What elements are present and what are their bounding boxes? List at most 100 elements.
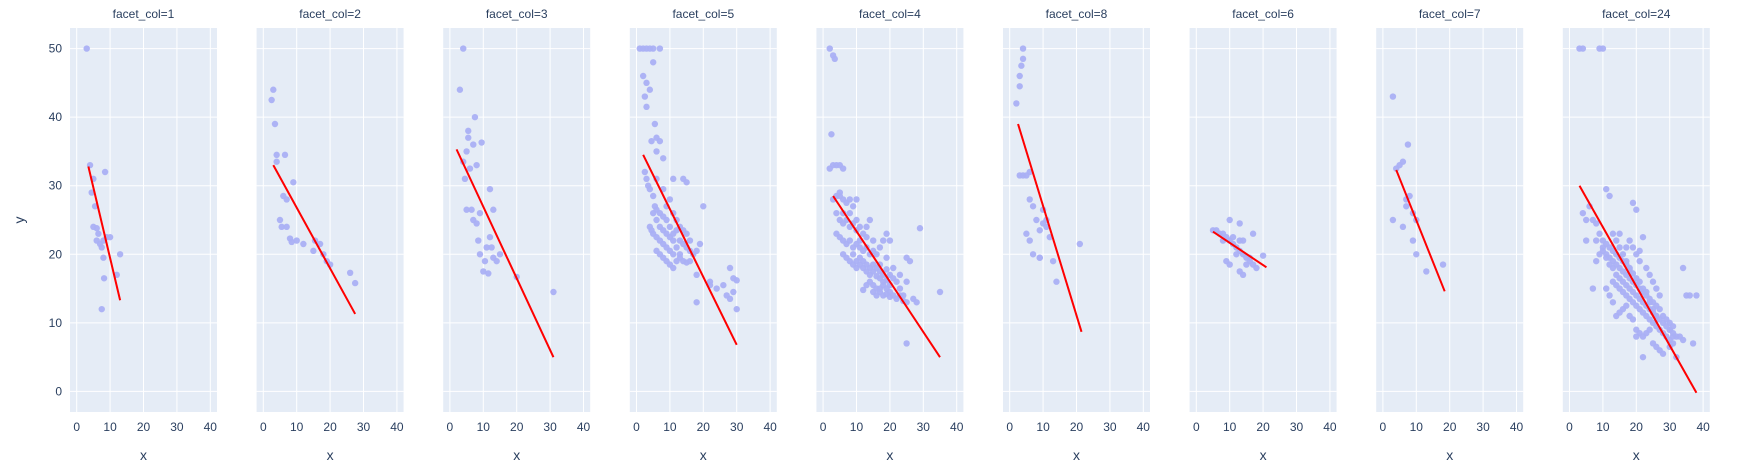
data-point (1633, 206, 1640, 213)
data-point (1623, 244, 1630, 251)
data-point (700, 203, 707, 210)
x-tick-label: 10 (1596, 420, 1610, 434)
data-point (886, 288, 894, 296)
facet-title: facet_col=3 (486, 7, 548, 21)
data-point (890, 264, 897, 272)
data-point (1226, 216, 1233, 224)
data-point (846, 196, 854, 203)
data-point (1603, 285, 1610, 292)
facet-panel: facet_col=6 0 10 20 30 40 x (1189, 7, 1337, 463)
x-tick-label: 20 (697, 420, 711, 434)
x-tick-label: 40 (577, 420, 591, 434)
data-point (1239, 271, 1247, 279)
data-point (1646, 326, 1653, 333)
x-axis-title: x (1073, 447, 1080, 463)
data-point (726, 264, 734, 272)
x-tick-label: 20 (1443, 420, 1457, 434)
data-point (726, 295, 734, 303)
y-tick-label: 10 (49, 316, 63, 330)
data-point (1606, 192, 1613, 200)
data-point (1599, 247, 1607, 255)
data-point (460, 45, 467, 52)
data-point (1026, 237, 1033, 244)
facet-panel: facet_col=7 0 10 20 30 40 x (1376, 7, 1524, 463)
data-point (1036, 254, 1043, 261)
data-point (1243, 261, 1250, 268)
data-point (493, 257, 500, 265)
data-point (1616, 244, 1623, 251)
trendline (455, 148, 555, 358)
data-point (486, 233, 494, 241)
x-tick-label: 30 (730, 420, 744, 434)
data-point (486, 185, 494, 193)
y-tick-label: 40 (49, 110, 63, 124)
x-tick-label: 10 (103, 420, 117, 434)
data-point (1686, 292, 1693, 299)
data-point (1629, 270, 1637, 277)
data-point (649, 209, 657, 217)
trendline (1395, 169, 1446, 292)
x-tick-label: 0 (1380, 420, 1387, 434)
data-point (876, 244, 884, 251)
x-tick-label: 20 (137, 420, 151, 434)
data-point (550, 288, 557, 296)
data-point (656, 45, 664, 52)
data-point (649, 59, 657, 66)
data-point (473, 220, 480, 227)
data-point (1226, 261, 1233, 268)
data-point (906, 257, 914, 265)
data-point (1636, 278, 1643, 285)
data-point (1689, 340, 1697, 347)
facet-panel: facet_col=4 0 10 20 30 40 x (816, 7, 964, 463)
data-point (476, 209, 484, 217)
data-point (903, 278, 910, 285)
data-point (639, 72, 647, 80)
x-tick-label: 30 (1663, 420, 1677, 434)
data-point (1603, 254, 1610, 261)
data-point (641, 168, 649, 176)
data-point (643, 175, 650, 183)
x-axis-title: x (327, 447, 334, 463)
data-point (641, 93, 649, 100)
data-point (859, 286, 867, 294)
data-point (471, 113, 479, 121)
x-tick-label: 0 (73, 420, 80, 434)
data-point (351, 279, 359, 287)
trendline (272, 164, 357, 315)
data-point (1636, 257, 1643, 265)
data-point (1629, 244, 1637, 251)
data-point (1636, 247, 1643, 255)
data-point (463, 206, 470, 213)
data-point (733, 305, 740, 313)
data-point (483, 244, 490, 251)
data-point (649, 45, 657, 52)
data-point (1579, 209, 1587, 217)
data-point (730, 288, 737, 296)
data-point (1253, 264, 1260, 272)
data-point (853, 196, 860, 203)
data-point (836, 192, 843, 200)
data-point (456, 86, 464, 93)
data-point (1409, 237, 1417, 244)
data-point (1413, 251, 1420, 258)
facet-panel: facet_col=8 0 10 20 30 40 x (1003, 7, 1150, 463)
data-point (1596, 230, 1603, 237)
data-point (653, 216, 660, 224)
data-point (1639, 233, 1647, 241)
y-tick-label: 20 (49, 247, 63, 261)
facet-title: facet_col=7 (1419, 7, 1481, 21)
x-tick-label: 40 (1137, 420, 1151, 434)
data-point (1404, 141, 1412, 148)
data-point (913, 299, 920, 306)
data-point (893, 278, 900, 285)
x-tick-label: 20 (323, 420, 337, 434)
x-tick-label: 10 (477, 420, 491, 434)
data-point (896, 271, 904, 279)
x-tick-label: 40 (763, 420, 777, 434)
data-point (1016, 72, 1023, 80)
data-point (863, 281, 870, 289)
facet-title: facet_col=2 (299, 7, 361, 21)
data-point (470, 141, 477, 148)
data-point (480, 268, 487, 275)
data-point (666, 196, 674, 203)
